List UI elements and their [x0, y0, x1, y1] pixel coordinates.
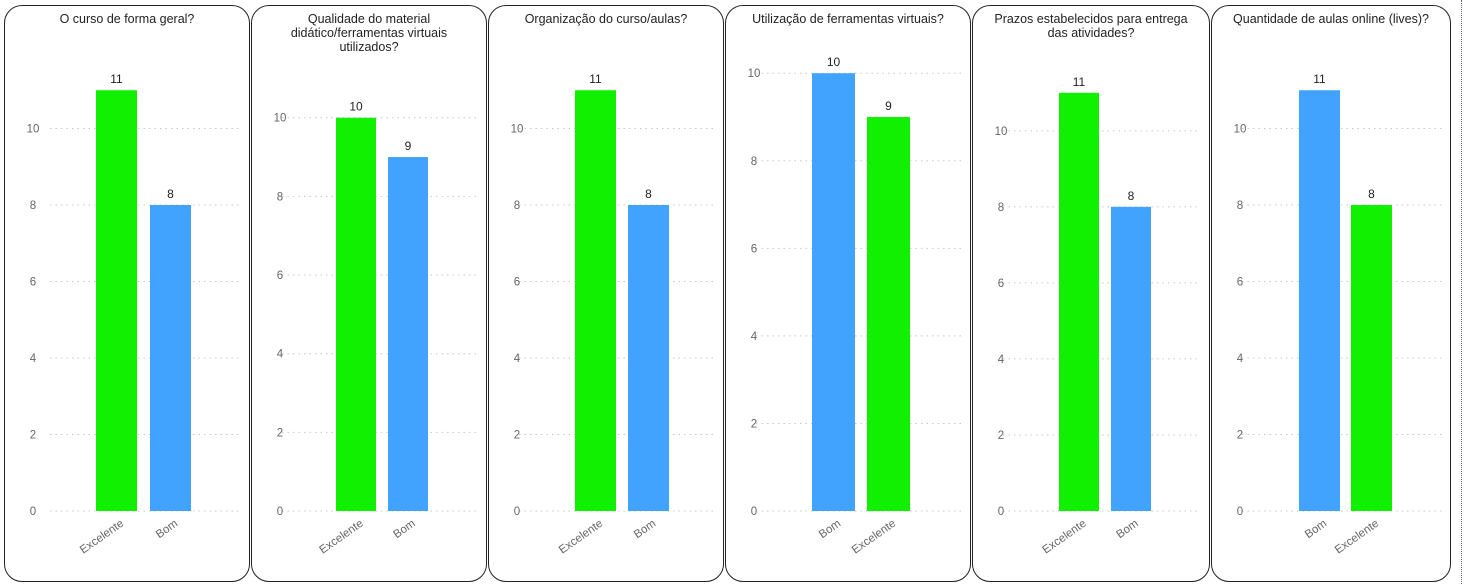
data-label: 8 — [1128, 189, 1135, 203]
chart-svg-5: 0 2 4 6 8 10 11 Excelente 8 Bom — [995, 75, 1201, 557]
data-label: 11 — [1073, 75, 1086, 89]
y-tick-label: 8 — [30, 200, 36, 212]
bar-bom[interactable] — [1299, 90, 1340, 511]
chart-panel-5: 0 2 4 6 8 10 11 Excelente 8 Bom Prazos estabeleci… — [972, 5, 1210, 582]
x-tick-label: Bom — [1114, 518, 1140, 541]
data-label: 10 — [349, 100, 363, 114]
y-tick-label: 10 — [274, 113, 287, 125]
data-label: 11 — [110, 72, 123, 86]
y-tick-label: 2 — [514, 429, 520, 441]
chart-panel-4: 0 2 4 6 8 10 10 Bom 9 Excelente Utilização de fer… — [725, 5, 971, 582]
bar-bom[interactable] — [150, 204, 191, 511]
y-tick-label: 6 — [514, 276, 520, 288]
y-tick-label: 4 — [30, 353, 37, 365]
data-label: 8 — [645, 187, 652, 201]
chart-svg-2: 0 2 4 6 8 10 10 Excelente 9 Bom — [274, 100, 478, 557]
x-tick-label: Bom — [817, 518, 843, 541]
y-tick-label: 6 — [751, 243, 757, 255]
y-tick-label: 6 — [998, 278, 1004, 290]
y-tick-label: 4 — [1237, 353, 1244, 365]
y-tick-label: 4 — [998, 354, 1005, 366]
x-tick-label: Bom — [1303, 518, 1329, 541]
data-label: 11 — [589, 72, 602, 86]
chart-panel-2: 0 2 4 6 8 10 10 Excelente 9 Bom Qualidade do mate… — [251, 5, 487, 582]
x-tick-label: Excelente — [850, 518, 898, 557]
y-tick-label: 2 — [277, 427, 283, 439]
chart-title-2: Qualidade do material didático/ferrament… — [290, 12, 448, 54]
chart-panel-1: 0 2 4 6 8 10 11 Excelente 8 Bom O curso de forma … — [4, 5, 250, 582]
chart-svg-6: 0 2 4 6 8 10 11 Bom 8 Excelente — [1234, 72, 1442, 557]
y-tick-label: 0 — [998, 506, 1004, 518]
y-tick-label: 0 — [1237, 506, 1243, 518]
chart-title-5: Prazos estabelecidos para entrega das at… — [994, 12, 1188, 40]
y-tick-label: 4 — [277, 349, 284, 361]
x-tick-label: Excelente — [317, 518, 365, 557]
chart-title-4: Utilização de ferramentas virtuais? — [752, 12, 944, 26]
y-tick-label: 8 — [998, 202, 1004, 214]
chart-panel-6: 0 2 4 6 8 10 11 Bom 8 Excelente Quantidade de aul… — [1211, 5, 1451, 582]
data-label: 9 — [405, 139, 412, 153]
y-tick-label: 10 — [27, 123, 40, 135]
chart-panel-3: 0 2 4 6 8 10 11 Excelente 8 Bom Organização do cu… — [488, 5, 724, 582]
x-tick-label: Excelente — [78, 518, 126, 557]
y-tick-label: 2 — [30, 429, 36, 441]
chart-svg-1: 0 2 4 6 8 10 11 Excelente 8 Bom — [27, 72, 241, 557]
bar-excelente[interactable] — [336, 117, 376, 511]
y-tick-label: 0 — [514, 506, 520, 518]
x-tick-label: Excelente — [1040, 518, 1088, 557]
data-label: 10 — [827, 55, 841, 69]
bar-bom[interactable] — [812, 73, 855, 511]
bar-excelente[interactable] — [575, 90, 616, 511]
x-tick-label: Bom — [154, 518, 180, 541]
bar-bom[interactable] — [628, 204, 669, 511]
bar-bom[interactable] — [388, 157, 428, 512]
chart-title-3: Organização do curso/aulas? — [524, 12, 688, 26]
data-label: 9 — [885, 99, 892, 113]
x-tick-label: Bom — [632, 518, 658, 541]
y-tick-label: 8 — [751, 156, 757, 168]
y-tick-label: 0 — [30, 506, 36, 518]
chart-svg-4: 0 2 4 6 8 10 10 Bom 9 Excelente — [748, 55, 962, 557]
data-label: 8 — [1368, 187, 1375, 201]
y-tick-label: 10 — [511, 123, 524, 135]
data-label: 11 — [1313, 72, 1326, 86]
bar-excelente[interactable] — [1059, 92, 1099, 511]
y-tick-label: 6 — [1237, 276, 1243, 288]
data-label: 8 — [167, 187, 174, 201]
bar-bom[interactable] — [1111, 206, 1151, 512]
x-tick-label: Excelente — [1333, 518, 1381, 557]
chart-title-1: O curso de forma geral? — [59, 12, 195, 26]
x-tick-label: Excelente — [557, 518, 605, 557]
bar-excelente[interactable] — [96, 90, 137, 511]
y-tick-label: 8 — [277, 191, 283, 203]
y-tick-label: 4 — [514, 353, 521, 365]
y-tick-label: 6 — [277, 270, 283, 282]
y-tick-label: 0 — [751, 506, 757, 518]
y-tick-label: 4 — [751, 331, 758, 343]
chart-title-6: Quantidade de aulas online (lives)? — [1233, 12, 1429, 26]
x-tick-label: Bom — [391, 518, 417, 541]
bar-excelente[interactable] — [1351, 204, 1392, 511]
y-tick-label: 10 — [995, 126, 1008, 138]
selection-edge — [1461, 0, 1462, 584]
y-tick-label: 2 — [1237, 429, 1243, 441]
bar-excelente[interactable] — [867, 116, 910, 511]
y-tick-label: 8 — [514, 200, 520, 212]
y-tick-label: 0 — [277, 506, 283, 518]
y-tick-label: 2 — [751, 418, 757, 430]
y-tick-label: 8 — [1237, 200, 1243, 212]
y-tick-label: 2 — [998, 430, 1004, 442]
y-tick-label: 10 — [1234, 123, 1247, 135]
y-tick-label: 10 — [748, 68, 761, 80]
y-tick-label: 6 — [30, 276, 36, 288]
chart-svg-3: 0 2 4 6 8 10 11 Excelente 8 Bom — [511, 72, 715, 557]
